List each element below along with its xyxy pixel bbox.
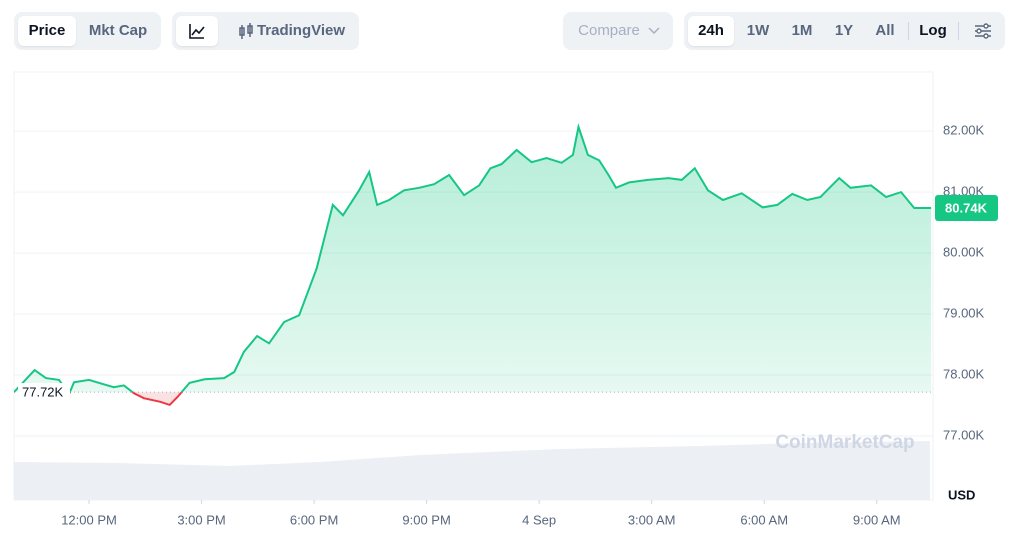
compare-dropdown[interactable]: Compare	[563, 12, 673, 50]
button-label: TradingView	[256, 22, 346, 39]
x-tick-label: 3:00 PM	[177, 512, 225, 527]
range-group: 24h 1W 1M 1Y All Log	[684, 12, 1005, 50]
candle-icon	[239, 23, 253, 39]
x-tick-label: 12:00 PM	[61, 512, 117, 527]
x-tick-label: 9:00 PM	[402, 512, 450, 527]
range-button[interactable]: 1Y	[834, 22, 854, 39]
baseline-label: 77.72K	[22, 385, 64, 400]
range-button[interactable]: 1M	[791, 22, 813, 39]
y-tick-label: 79.00K	[943, 305, 985, 320]
range-button[interactable]: 1W	[746, 22, 770, 39]
y-tick-label: 77.00K	[943, 427, 985, 442]
watermark: CoinMarketCap	[775, 432, 914, 453]
tab-group: Price Mkt Cap	[14, 12, 161, 50]
volume-area	[14, 441, 930, 500]
view-group: TradingView	[172, 12, 359, 50]
compare-label: Compare	[578, 22, 640, 39]
y-tick-label: 82.00K	[943, 123, 985, 138]
x-tick-label: 3:00 AM	[628, 512, 676, 527]
price-line-below	[14, 392, 183, 407]
x-tick-label: 6:00 PM	[290, 512, 338, 527]
y-tick-label: 80.00K	[943, 245, 985, 260]
divider	[908, 22, 909, 40]
log-button[interactable]: Log	[919, 22, 947, 39]
price-area	[14, 126, 932, 393]
tab[interactable]: Price	[18, 16, 76, 46]
line-icon	[189, 24, 205, 39]
last-price-tag	[935, 194, 998, 221]
plot-frame	[13, 71, 934, 501]
range-button[interactable]: All	[875, 22, 895, 39]
baseline-label-bg	[18, 383, 70, 402]
price-line	[14, 123, 932, 393]
tab[interactable]: Mkt Cap	[88, 22, 148, 39]
last-price-label: 80.74K	[945, 200, 988, 215]
divider	[958, 22, 959, 40]
y-axis-label: USD	[948, 487, 975, 502]
x-tick-label: 6:00 AM	[740, 512, 788, 527]
y-tick-label: 81.00K	[943, 184, 985, 199]
range-button[interactable]: 24h	[688, 16, 734, 46]
tradingview-button[interactable]: TradingView	[228, 16, 352, 46]
y-tick-label: 78.00K	[943, 366, 985, 381]
chevron-icon	[648, 27, 660, 35]
x-tick-label: 9:00 AM	[853, 512, 901, 527]
line-view-button[interactable]	[176, 16, 218, 46]
x-tick-label: 4 Sep	[522, 512, 556, 527]
settings-icon[interactable]	[965, 12, 1001, 50]
